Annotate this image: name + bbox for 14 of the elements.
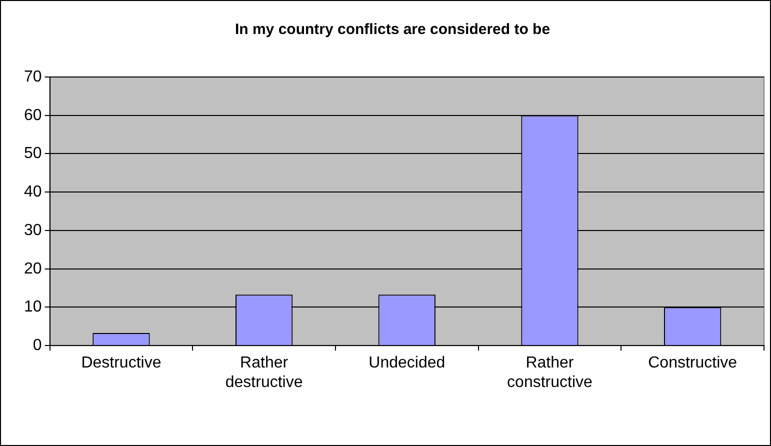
y-tick-label: 50 [24,145,42,162]
chart-title: In my country conflicts are considered to be [234,21,550,38]
x-tick-label: Rather constructive [507,354,593,391]
x-tick-label: Constructive [648,354,738,372]
y-tick-label: 40 [24,184,42,201]
y-tick-label: 20 [24,260,42,278]
x-tick-label: Undecided [368,354,446,372]
y-tick-label: 60 [24,106,42,124]
x-tick-label: Rather destructive [225,354,303,391]
y-tick-label: 30 [24,222,42,239]
y-tick-label: 0 [32,337,42,354]
x-tick-label: Destructive [81,354,162,372]
y-tick-label: 10 [24,298,42,316]
y-tick-label: 70 [24,68,42,86]
